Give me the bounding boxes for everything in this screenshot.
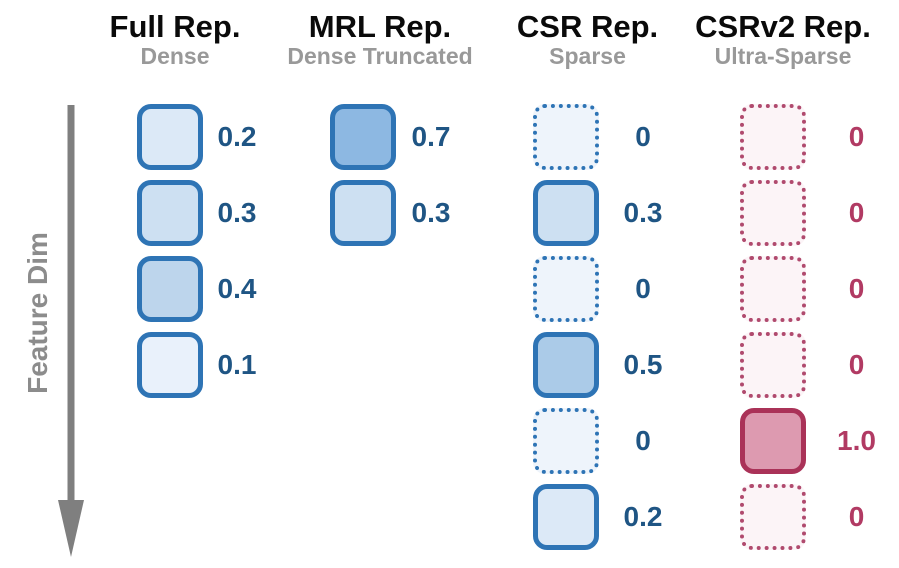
cell-value: 0: [848, 197, 865, 228]
value-cell-square: [533, 332, 599, 398]
zero-cell-square: [533, 408, 599, 474]
column-title: Full Rep.: [109, 9, 241, 44]
value-cell-square: [533, 180, 599, 246]
cell-value: 0: [848, 273, 865, 304]
feature-cell: 0: [533, 104, 685, 170]
feature-cell: 0.7: [330, 104, 480, 170]
zero-cell-square: [533, 256, 599, 322]
zero-cell-square: [740, 332, 806, 398]
column-subtitle: Sparse: [549, 43, 626, 69]
feature-cell: 0: [740, 484, 881, 550]
column-title: CSR Rep.: [516, 9, 659, 44]
cell-value: 1.0: [837, 425, 876, 456]
column-title: MRL Rep.: [308, 9, 452, 44]
value-cell-square: [330, 180, 396, 246]
cell-value: 0.4: [217, 273, 257, 304]
column-subtitle: Dense Truncated: [287, 43, 473, 69]
cell-list: 0.7 0.3: [280, 104, 480, 246]
zero-cell-square: [740, 256, 806, 322]
cell-value: 0.3: [623, 197, 663, 228]
cell-value: 0.7: [411, 121, 451, 152]
feature-cell: 0.3: [330, 180, 480, 246]
cell-list: 0 0 0 0 1.0 0: [685, 104, 881, 550]
column-mrl-rep: MRL Rep. Dense Truncated 0.7 0.3: [280, 0, 480, 256]
zero-cell-square: [740, 484, 806, 550]
cell-value: 0: [848, 121, 865, 152]
feature-cell: 0: [533, 256, 685, 322]
value-cell-square: [137, 332, 203, 398]
cell-value: 0: [635, 121, 651, 152]
value-cell-square: [137, 104, 203, 170]
cell-value: 0: [848, 349, 865, 380]
feature-cell: 0.3: [533, 180, 685, 246]
column-title: CSRv2 Rep.: [695, 9, 871, 44]
column-subtitle: Ultra-Sparse: [714, 43, 852, 69]
value-cell-square: [137, 180, 203, 246]
cell-value: 0: [635, 425, 651, 456]
feature-cell: 0: [740, 180, 881, 246]
feature-cell: 0.5: [533, 332, 685, 398]
cell-value: 0.5: [623, 349, 663, 380]
feature-cell: 0.2: [137, 104, 265, 170]
zero-cell-square: [740, 180, 806, 246]
feature-cell: 0.3: [137, 180, 265, 246]
feature-dim-label: Feature Dim: [22, 232, 53, 394]
cell-list: 0 0.3 0 0.5 0 0.2: [490, 104, 685, 550]
feature-cell: 1.0: [740, 408, 881, 474]
feature-cell: 0: [740, 332, 881, 398]
feature-cell: 0: [740, 104, 881, 170]
cell-value: 0: [848, 501, 865, 532]
value-cell-square: [137, 256, 203, 322]
cell-value: 0.1: [217, 349, 257, 380]
value-cell-square: [330, 104, 396, 170]
column-csrv2-rep: CSRv2 Rep. Ultra-Sparse 0 0 0 0 1.0 0: [685, 0, 881, 560]
cell-value: 0.3: [411, 197, 451, 228]
cell-value: 0: [635, 273, 651, 304]
cell-value: 0.2: [623, 501, 663, 532]
feature-cell: 0: [740, 256, 881, 322]
feature-cell: 0.4: [137, 256, 265, 322]
column-csr-rep: CSR Rep. Sparse 0 0.3 0 0.5 0 0.2: [490, 0, 685, 560]
value-cell-square: [740, 408, 806, 474]
zero-cell-square: [533, 104, 599, 170]
feature-cell: 0.1: [137, 332, 265, 398]
column-full-rep: Full Rep. Dense 0.2 0.3 0.4 0.1: [85, 0, 265, 408]
cell-value: 0.2: [217, 121, 257, 152]
cell-value: 0.3: [217, 197, 257, 228]
column-subtitle: Dense: [140, 43, 210, 69]
value-cell-square: [533, 484, 599, 550]
feature-cell: 0: [533, 408, 685, 474]
feature-cell: 0.2: [533, 484, 685, 550]
cell-list: 0.2 0.3 0.4 0.1: [85, 104, 265, 398]
zero-cell-square: [740, 104, 806, 170]
feature-dim-arrow-icon: [58, 105, 84, 557]
